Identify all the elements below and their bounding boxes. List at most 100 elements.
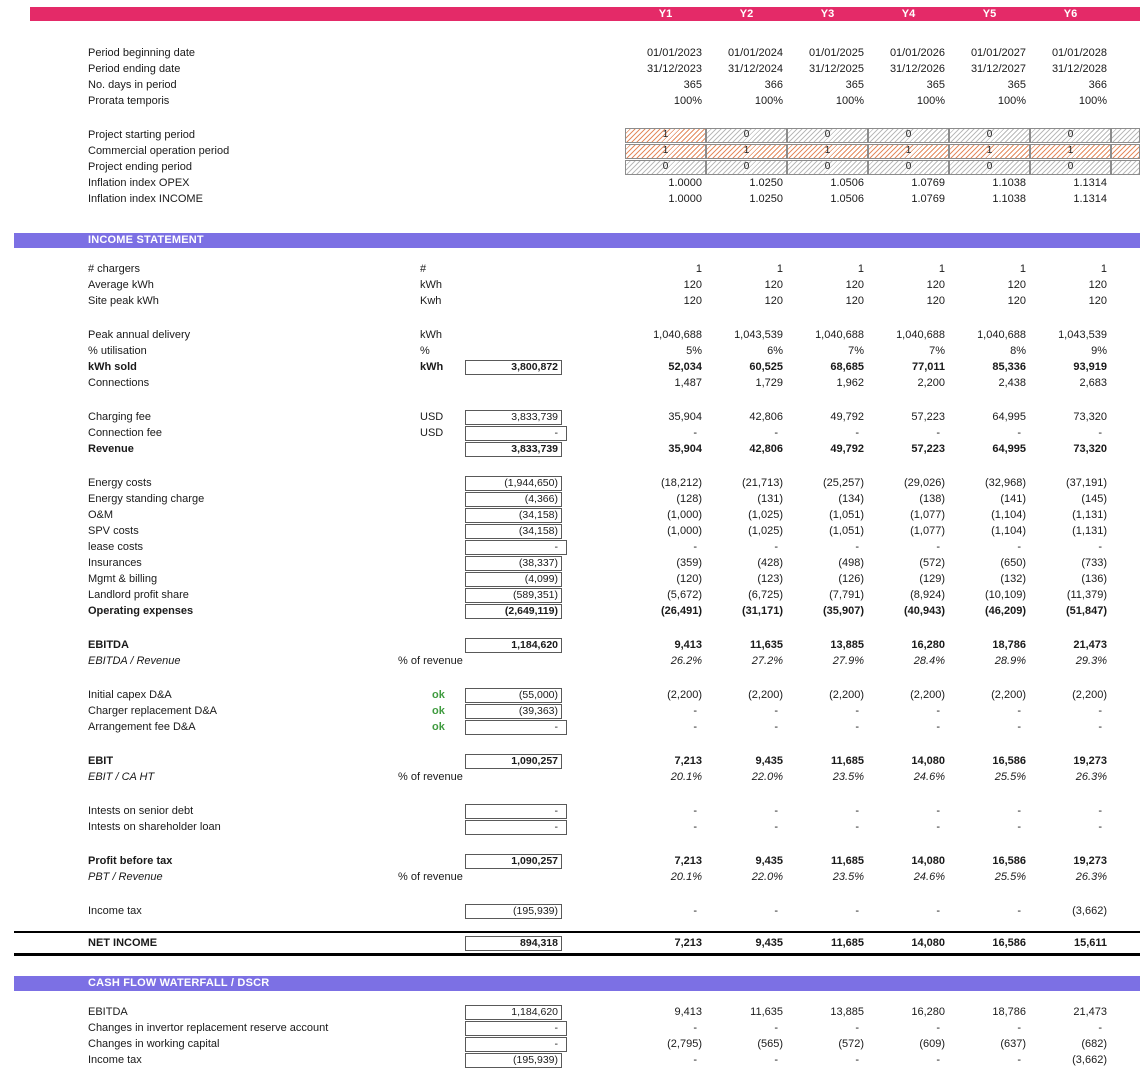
cell-y5[interactable]: 8% <box>1010 345 1026 357</box>
total-box[interactable]: (195,939) <box>465 903 562 919</box>
cell-y2[interactable]: - <box>774 427 778 439</box>
cell-y1[interactable]: 1,040,688 <box>653 329 702 341</box>
cell-label[interactable]: Income tax <box>88 1054 142 1066</box>
cell-y6[interactable]: 29.3% <box>1075 655 1107 667</box>
cell-y6[interactable]: 366 <box>1088 79 1107 91</box>
cell-label[interactable]: # chargers <box>88 263 140 275</box>
cell-y4[interactable]: (2,200) <box>910 689 945 701</box>
cell-unit[interactable]: Kwh <box>420 295 442 307</box>
cell-y6[interactable]: (3,662) <box>1072 1054 1107 1066</box>
cell-y6[interactable]: - <box>1098 721 1102 733</box>
cell-y3[interactable]: 49,792 <box>830 411 864 423</box>
cell-y4[interactable]: 24.6% <box>913 771 945 783</box>
cell-y3[interactable]: (2,200) <box>829 689 864 701</box>
cell-y3[interactable]: 1,962 <box>836 377 864 389</box>
cell-y5[interactable]: 25.5% <box>994 771 1026 783</box>
cell-y1[interactable]: 1.0000 <box>668 177 702 189</box>
cell-y4[interactable]: 365 <box>926 79 945 91</box>
cell-y4[interactable]: 120 <box>926 279 945 291</box>
flag-cell-y3[interactable]: 0 <box>787 127 868 143</box>
cell-y3[interactable]: 11,685 <box>830 937 864 949</box>
cell-y3[interactable]: 100% <box>835 95 864 107</box>
cell-label[interactable]: Charger replacement D&A <box>88 705 218 717</box>
cell-y2[interactable]: 60,525 <box>749 361 783 373</box>
cell-y4[interactable]: 1,040,688 <box>896 329 945 341</box>
cell-y5[interactable]: 1,040,688 <box>977 329 1026 341</box>
cell-unit[interactable]: kWh <box>420 329 442 341</box>
cell-y2[interactable]: 9,435 <box>755 937 783 949</box>
cell-y4[interactable]: 57,223 <box>911 411 945 423</box>
cell-y2[interactable]: 9,435 <box>755 755 783 767</box>
cell-label[interactable]: Income tax <box>88 905 142 917</box>
cell-unit[interactable]: % of revenue <box>398 871 463 883</box>
cell-y3[interactable]: 23.5% <box>832 771 864 783</box>
cell-label[interactable]: Landlord profit share <box>88 589 189 601</box>
cell-y3[interactable]: 1.0506 <box>830 177 864 189</box>
flag-cell-y6[interactable]: 0 <box>1030 159 1111 175</box>
flag-cell-y6[interactable]: 0 <box>1030 127 1111 143</box>
cell-y6[interactable]: 21,473 <box>1073 1006 1107 1018</box>
cell-label[interactable]: Intests on senior debt <box>88 805 194 817</box>
cell-y2[interactable]: 22.0% <box>751 771 783 783</box>
cell-y4[interactable]: 14,080 <box>911 755 945 767</box>
cell-label[interactable]: Mgmt & billing <box>88 573 158 585</box>
cell-y6[interactable]: (145) <box>1081 493 1107 505</box>
cell-y6[interactable]: 19,273 <box>1073 755 1107 767</box>
cell-y1[interactable]: - <box>693 541 697 553</box>
cell-y4[interactable]: 14,080 <box>911 855 945 867</box>
ok-status-cell[interactable]: ok <box>432 689 445 701</box>
total-box[interactable]: - <box>465 819 567 835</box>
cell-label[interactable]: Prorata temporis <box>88 95 170 107</box>
cell-y5[interactable]: - <box>1017 1022 1021 1034</box>
cell-y1[interactable]: - <box>693 1022 697 1034</box>
cell-y1[interactable]: 120 <box>683 295 702 307</box>
total-box[interactable]: 3,833,739 <box>465 441 562 457</box>
cell-y4[interactable]: 2,200 <box>917 377 945 389</box>
cell-y6[interactable]: 21,473 <box>1073 639 1107 651</box>
cell-y4[interactable]: - <box>936 805 940 817</box>
cell-y4[interactable]: (1,077) <box>910 509 945 521</box>
cell-y1[interactable]: 7,213 <box>674 855 702 867</box>
cell-y1[interactable]: (128) <box>676 493 702 505</box>
cell-y3[interactable]: (572) <box>838 1038 864 1050</box>
cell-y2[interactable]: 31/12/2024 <box>727 63 783 75</box>
flag-cell-y6[interactable]: 1 <box>1030 143 1111 159</box>
cell-y6[interactable]: 1.1314 <box>1073 177 1107 189</box>
cell-unit[interactable]: % of revenue <box>398 771 463 783</box>
cell-y5[interactable]: (32,968) <box>985 477 1026 489</box>
cell-y5[interactable]: 1.1038 <box>992 193 1026 205</box>
cell-y5[interactable]: - <box>1017 1054 1021 1066</box>
cell-y4[interactable]: 28.4% <box>913 655 945 667</box>
total-box[interactable]: (589,351) <box>465 587 562 603</box>
cell-y5[interactable]: 120 <box>1007 279 1026 291</box>
cell-y2[interactable]: 6% <box>767 345 783 357</box>
cell-y6[interactable]: (1,131) <box>1072 525 1107 537</box>
cell-label[interactable]: SPV costs <box>88 525 139 537</box>
cell-y4[interactable]: 1 <box>938 263 945 275</box>
cell-y3[interactable]: - <box>855 541 859 553</box>
cell-label[interactable]: Arrangement fee D&A <box>88 721 196 733</box>
cell-unit[interactable]: USD <box>420 427 444 439</box>
cell-y6[interactable]: 93,919 <box>1073 361 1107 373</box>
cell-y1[interactable]: 20.1% <box>670 771 702 783</box>
cell-y5[interactable]: (1,104) <box>991 509 1026 521</box>
cell-y6[interactable]: 19,273 <box>1073 855 1107 867</box>
cell-y6[interactable]: 1 <box>1100 263 1107 275</box>
total-box[interactable]: 1,184,620 <box>465 637 562 653</box>
cell-label[interactable]: kWh sold <box>88 361 137 373</box>
cell-label[interactable]: EBIT / CA HT <box>88 771 155 783</box>
cell-label[interactable]: Energy costs <box>88 477 152 489</box>
cell-y4[interactable]: - <box>936 905 940 917</box>
cell-y6[interactable]: 2,683 <box>1079 377 1107 389</box>
cell-unit[interactable]: % <box>420 345 430 357</box>
cell-y2[interactable]: 42,806 <box>749 411 783 423</box>
cell-y3[interactable]: - <box>855 721 859 733</box>
total-box[interactable]: (4,366) <box>465 491 562 507</box>
total-box[interactable]: - <box>465 1036 567 1052</box>
cell-y2[interactable]: - <box>774 1022 778 1034</box>
cell-label[interactable]: % utilisation <box>88 345 147 357</box>
cell-y5[interactable]: 2,438 <box>998 377 1026 389</box>
cell-y2[interactable]: 120 <box>764 279 783 291</box>
cell-y1[interactable]: 1.0000 <box>668 193 702 205</box>
cell-y1[interactable]: 35,904 <box>668 411 702 423</box>
